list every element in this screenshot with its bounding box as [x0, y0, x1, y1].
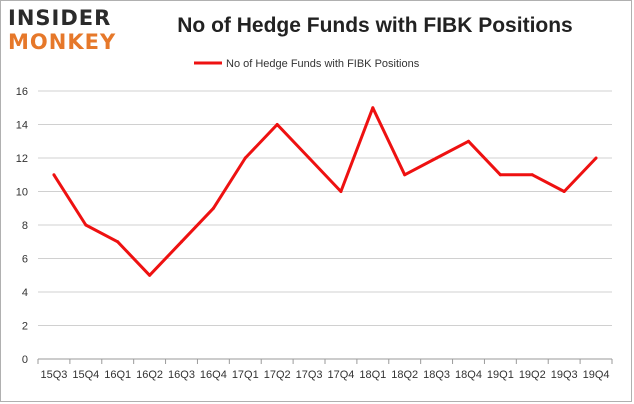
data-point — [403, 173, 407, 177]
y-tick-label: 10 — [16, 187, 28, 199]
x-tick-label: 17Q2 — [264, 369, 291, 381]
x-tick-label: 19Q2 — [519, 369, 546, 381]
y-tick-label: 2 — [22, 321, 28, 333]
y-tick-label: 0 — [22, 354, 28, 366]
y-tick-label: 16 — [16, 86, 28, 98]
data-point — [435, 156, 439, 160]
chart-title: No of Hedge Funds with FIBK Positions — [177, 14, 573, 37]
data-point — [371, 106, 375, 110]
y-tick-label: 4 — [22, 287, 28, 299]
data-point — [594, 156, 598, 160]
y-tick-label: 8 — [22, 220, 28, 232]
data-point — [498, 173, 502, 177]
x-tick-label: 18Q2 — [391, 369, 418, 381]
x-tick-label: 18Q3 — [423, 369, 450, 381]
x-tick-label: 16Q2 — [136, 369, 163, 381]
y-tick-label: 14 — [16, 120, 28, 132]
data-point — [211, 206, 215, 210]
x-tick-label: 19Q4 — [583, 369, 610, 381]
data-point — [275, 123, 279, 126]
x-tick-label: 19Q1 — [487, 369, 514, 381]
data-point — [339, 190, 343, 193]
insider-monkey-logo: INSIDER MONKEY — [8, 6, 120, 56]
data-point — [243, 156, 247, 160]
y-axis: 0 2 4 6 8 10 12 14 16 — [16, 86, 28, 366]
x-tick-label: 17Q1 — [232, 369, 259, 381]
x-axis: 15Q3 15Q4 16Q1 16Q2 16Q3 16Q4 17Q1 17Q2 17Q3 17Q4… — [37, 358, 613, 381]
data-point — [307, 156, 311, 160]
data-point — [116, 240, 120, 244]
y-tick-label: 6 — [22, 254, 28, 266]
x-tick-label: 16Q4 — [200, 369, 227, 381]
legend: No of Hedge Funds with FIBK Positions — [194, 58, 420, 70]
logo-text-monkey: MONKEY — [8, 30, 117, 54]
grid-lines — [38, 90, 612, 360]
x-tick-label: 18Q4 — [455, 369, 482, 381]
series-line — [52, 106, 598, 277]
x-tick-label: 16Q1 — [104, 369, 131, 381]
x-tick-label: 15Q4 — [72, 369, 99, 381]
logo-text-insider: INSIDER — [8, 6, 112, 30]
x-tick-label: 15Q3 — [40, 369, 67, 381]
x-tick-label: 16Q3 — [168, 369, 195, 381]
data-point — [52, 173, 56, 177]
x-tick-label: 17Q4 — [327, 369, 354, 381]
data-point — [562, 190, 566, 193]
data-point — [180, 240, 183, 244]
legend-label: No of Hedge Funds with FIBK Positions — [226, 58, 420, 70]
series-layer — [52, 106, 598, 277]
x-tick-label: 19Q3 — [551, 369, 578, 381]
data-point — [148, 273, 152, 277]
y-tick-label: 12 — [16, 153, 28, 165]
data-point — [84, 223, 88, 227]
x-tick-label: 18Q1 — [359, 369, 386, 381]
data-point — [467, 139, 470, 143]
data-point — [530, 173, 534, 177]
x-tick-label: 17Q3 — [296, 369, 323, 381]
